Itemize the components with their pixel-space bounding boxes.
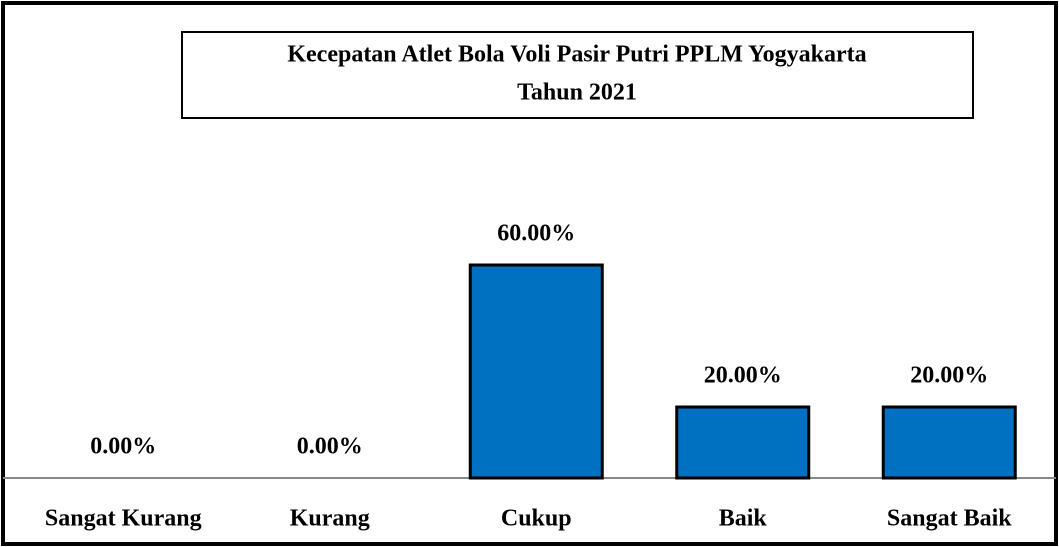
data-label: 0.00% [297,434,363,460]
x-tick-label: Kurang [290,506,370,532]
bar [881,405,1017,480]
x-tick-label: Sangat Kurang [45,506,202,532]
chart-title: Kecepatan Atlet Bola Voli Pasir Putri PP… [287,42,866,68]
bar [468,263,604,480]
title-box [181,31,974,119]
x-tick-label: Baik [719,506,768,532]
data-label: 0.00% [90,434,156,460]
data-label: 20.00% [910,363,988,389]
bar [675,405,811,480]
data-label: 20.00% [704,363,782,389]
x-tick-label: Sangat Baik [887,506,1012,532]
data-label: 60.00% [497,221,575,247]
x-tick-label: Cukup [501,506,572,532]
chart-title: Tahun 2021 [517,80,637,106]
